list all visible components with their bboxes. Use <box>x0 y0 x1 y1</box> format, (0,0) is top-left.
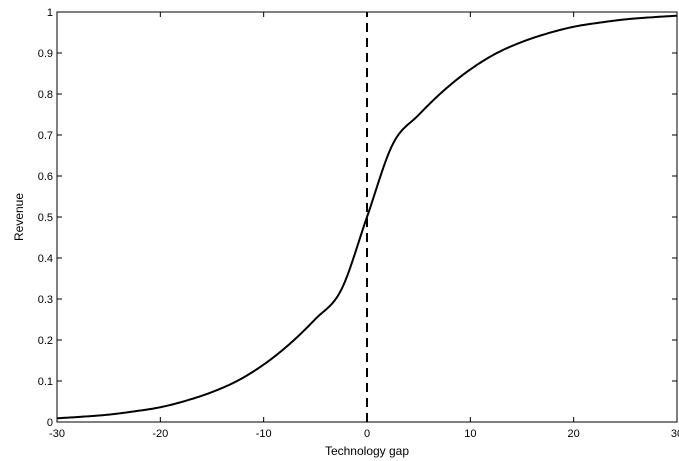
y-tick-label: 0.2 <box>38 335 53 347</box>
y-axis-label: Revenue <box>12 193 26 241</box>
y-tick-label: 0.1 <box>38 376 53 388</box>
y-tick-label: 0.3 <box>38 294 53 306</box>
y-tick-label: 0 <box>47 417 53 429</box>
x-tick-label: -30 <box>49 428 65 440</box>
y-tick-label: 0.8 <box>38 89 53 101</box>
y-tick-label: 0.6 <box>38 171 53 183</box>
y-tick-label: 0.7 <box>38 130 53 142</box>
x-tick-label: 0 <box>364 428 370 440</box>
x-tick-label: 30 <box>671 428 679 440</box>
x-tick-labels: -30 -20 -10 0 10 20 30 <box>49 428 679 440</box>
y-tick-label: 1 <box>47 7 53 19</box>
x-tick-label: 10 <box>464 428 476 440</box>
x-tick-label: -10 <box>256 428 272 440</box>
x-axis-label: Technology gap <box>325 444 409 458</box>
x-tick-label: 20 <box>568 428 580 440</box>
y-tick-label: 0.5 <box>38 212 53 224</box>
x-tick-label: -20 <box>152 428 168 440</box>
revenue-curve <box>56 14 678 420</box>
y-tick-label: 0.9 <box>38 48 53 60</box>
y-tick-label: 0.4 <box>38 253 53 265</box>
y-tick-labels: 0 0.1 0.2 0.3 0.4 0.5 0.6 0.7 0.8 0.9 1 <box>38 7 53 429</box>
series-lines <box>56 12 678 422</box>
